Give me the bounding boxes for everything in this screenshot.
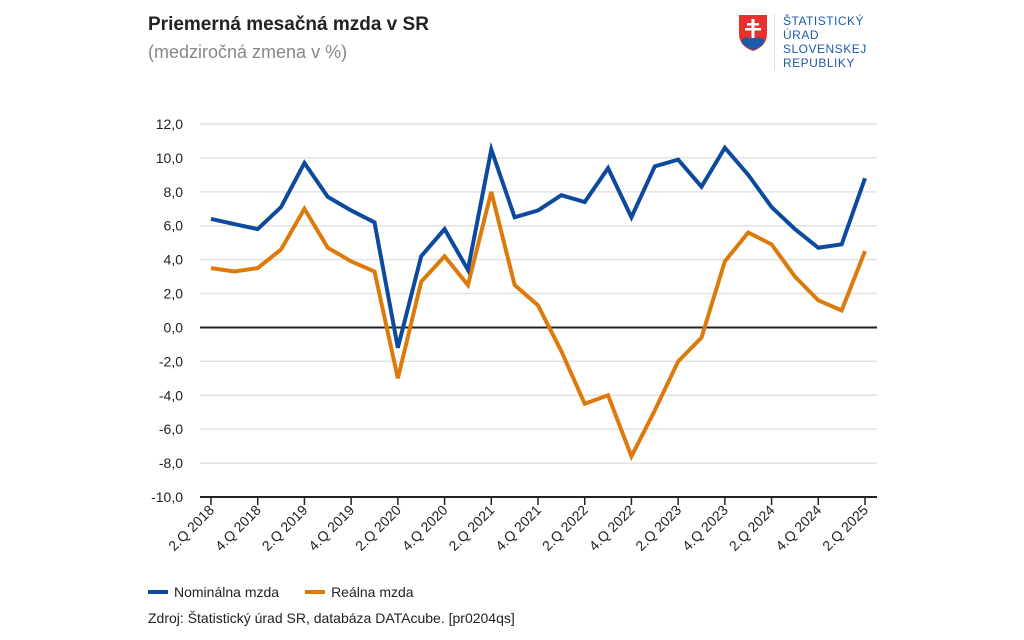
y-tick-label: -2,0 [159, 353, 183, 369]
y-tick-label: 4,0 [164, 252, 184, 268]
x-tick-label: 4.Q 2018 [212, 502, 264, 554]
x-tick-label: 2.Q 2022 [539, 502, 591, 554]
x-tick-label: 4.Q 2020 [399, 502, 451, 554]
y-tick-label: -6,0 [159, 421, 183, 437]
x-tick-label: 2.Q 2023 [632, 502, 684, 554]
logo-line: ÚRAD [783, 28, 820, 42]
x-tick-label: 4.Q 2022 [586, 502, 638, 554]
logo-line: ŠTATISTICKÝ [783, 14, 865, 28]
y-tick-label: 2,0 [164, 286, 184, 302]
y-tick-label: -10,0 [151, 489, 183, 505]
x-tick-label: 2.Q 2019 [259, 502, 311, 554]
logo: ŠTATISTICKÝ ÚRAD SLOVENSKEJ REPUBLIKY [738, 14, 867, 70]
legend-swatch [305, 590, 326, 594]
series-line [210, 141, 867, 349]
y-tick-label: 10,0 [156, 150, 183, 166]
chart-subtitle: (medziročná zmena v %) [148, 42, 348, 62]
legend-item-real: Reálna mzda [305, 584, 414, 600]
x-tick-label: 2.Q 2021 [445, 502, 497, 554]
logo-line: SLOVENSKEJ [783, 42, 867, 56]
x-tick-label: 4.Q 2019 [305, 502, 357, 554]
legend-item-nominal: Nominálna mzda [148, 584, 279, 600]
series-line [210, 191, 867, 462]
legend-label: Reálna mzda [331, 584, 414, 600]
legend: Nominálna mzda Reálna mzda [148, 584, 414, 600]
x-tick-label: 4.Q 2024 [772, 502, 824, 554]
x-tick-label: 2.Q 2020 [352, 502, 404, 554]
coat-of-arms-icon [739, 15, 767, 51]
logo-line: REPUBLIKY [783, 56, 855, 70]
chart-title: Priemerná mesačná mzda v SR [148, 14, 429, 35]
legend-label: Nominálna mzda [174, 584, 280, 600]
y-tick-label: 0,0 [164, 319, 184, 335]
x-tick-label: 2.Q 2024 [726, 502, 778, 554]
x-tick-label: 2.Q 2018 [165, 502, 217, 554]
source-note: Zdroj: Štatistický úrad SR, databáza DAT… [148, 610, 515, 626]
legend-swatch [148, 590, 168, 594]
y-tick-label: -4,0 [159, 387, 183, 403]
y-tick-label: -8,0 [159, 455, 183, 471]
x-tick-label: 4.Q 2021 [492, 502, 544, 554]
x-tick-label: 4.Q 2023 [679, 502, 731, 554]
y-tick-label: 12,0 [156, 116, 183, 132]
x-tick-label: 2.Q 2025 [819, 502, 871, 554]
y-tick-label: 8,0 [164, 184, 184, 200]
y-tick-label: 6,0 [164, 218, 184, 234]
